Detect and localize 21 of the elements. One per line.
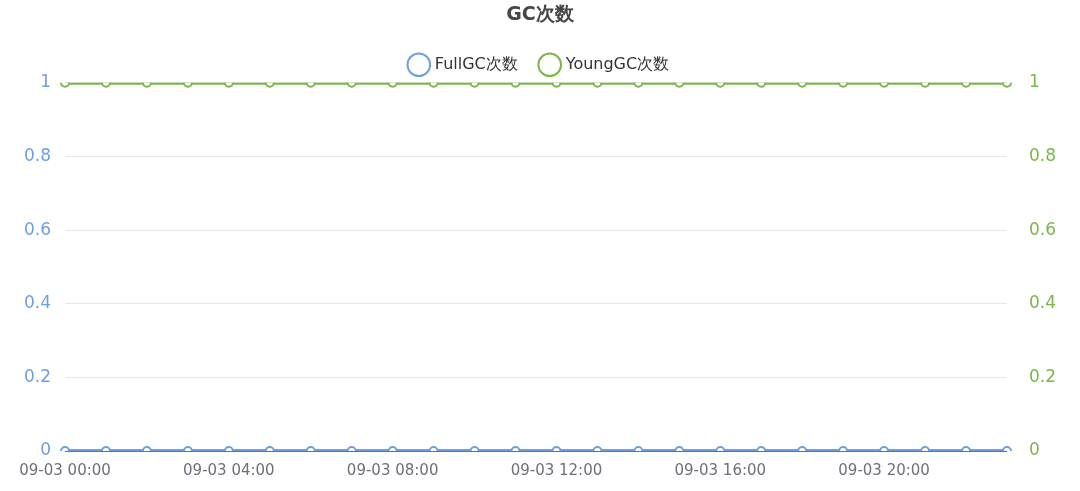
y2-tick-label: 0.6	[1028, 218, 1057, 239]
y-tick-label: 0	[40, 439, 52, 460]
y-tick-label: 1	[40, 71, 52, 92]
y2-tick-label: 0	[1028, 439, 1040, 460]
x-tick-label: 09-03 12:00	[510, 460, 603, 479]
x-tick-label: 09-03 16:00	[674, 460, 767, 479]
x-tick-label: 09-03 08:00	[346, 460, 439, 479]
chart-title: GC次数	[506, 2, 575, 25]
y2-tick-label: 0.2	[1028, 365, 1057, 386]
y2-tick-label: 0.8	[1028, 144, 1057, 165]
legend-label: YoungGC次数	[564, 53, 670, 73]
x-tick-label: 09-03 04:00	[183, 460, 275, 479]
y-tick-label: 0.6	[23, 218, 52, 239]
x-tick-label: 09-03 00:00	[19, 460, 111, 479]
y2-tick-label: 1	[1028, 71, 1040, 92]
y-tick-label: 0.2	[23, 365, 52, 386]
x-tick-label: 09-03 20:00	[838, 460, 930, 479]
y2-tick-label: 0.4	[1028, 292, 1057, 313]
legend-label: FullGC次数	[434, 53, 518, 73]
y-tick-label: 0.4	[23, 292, 52, 313]
y-tick-label: 0.8	[23, 144, 52, 165]
